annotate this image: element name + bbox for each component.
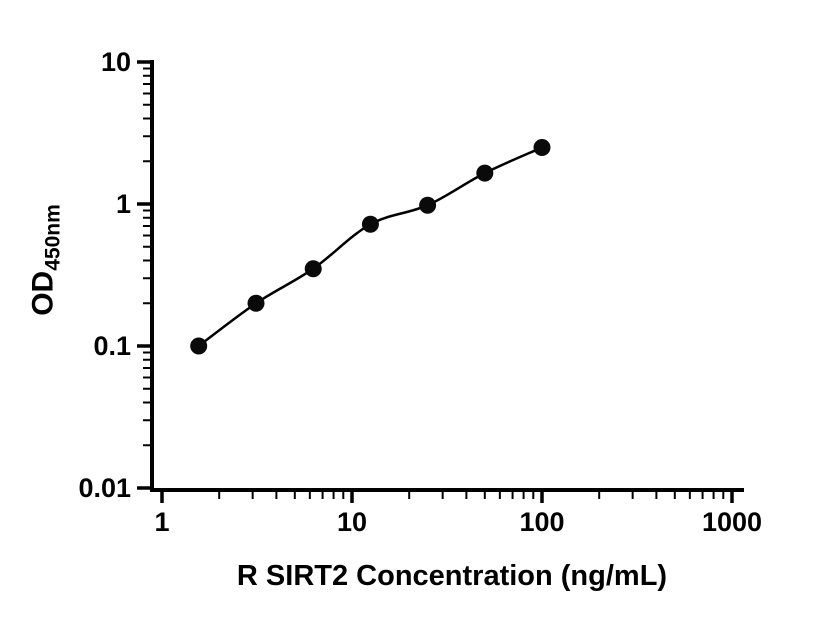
data-point-marker [247,294,265,312]
y-axis-title: OD450nm [27,204,66,316]
x-tick-label: 1 [154,507,169,537]
data-point-marker [476,164,494,182]
y-tick-label: 0.1 [93,331,131,361]
data-point-marker [361,215,379,233]
data-point-marker [190,337,208,355]
data-point-marker [533,138,551,156]
y-axis-title-text: OD [26,270,60,316]
x-axis-title: R SIRT2 Concentration (ng/mL) [237,560,667,593]
x-tick-label: 10 [337,507,367,537]
data-point-marker [419,196,437,214]
y-tick-label: 0.01 [78,473,131,503]
y-tick-label: 10 [101,47,131,77]
y-axis-title-subscript: 450nm [41,204,65,271]
x-axis-title-text: R SIRT2 Concentration (ng/mL) [236,560,668,592]
data-point-marker [304,260,322,278]
y-tick-label: 1 [116,189,131,219]
x-tick-label: 100 [519,507,564,537]
x-tick-label: 1000 [702,507,762,537]
